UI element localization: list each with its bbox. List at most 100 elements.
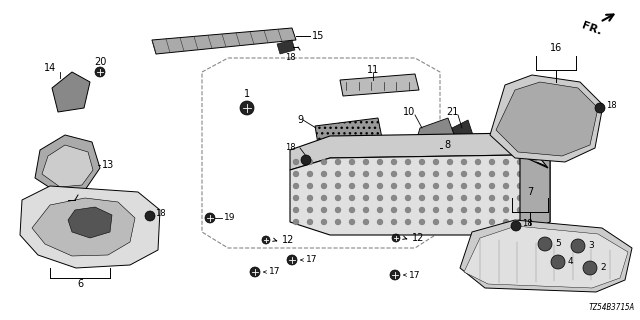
- Circle shape: [307, 159, 313, 165]
- Circle shape: [349, 159, 355, 165]
- Text: 19: 19: [224, 213, 236, 222]
- Circle shape: [531, 207, 537, 213]
- Circle shape: [475, 159, 481, 165]
- Circle shape: [595, 103, 605, 113]
- Circle shape: [293, 183, 299, 189]
- Circle shape: [321, 207, 327, 213]
- Circle shape: [377, 183, 383, 189]
- Circle shape: [419, 159, 425, 165]
- Circle shape: [391, 195, 397, 201]
- Polygon shape: [290, 133, 550, 170]
- Circle shape: [503, 171, 509, 177]
- Circle shape: [301, 155, 311, 165]
- Circle shape: [293, 171, 299, 177]
- Polygon shape: [52, 72, 90, 112]
- Circle shape: [517, 159, 523, 165]
- Circle shape: [538, 237, 552, 251]
- Circle shape: [503, 219, 509, 225]
- Circle shape: [433, 195, 439, 201]
- Polygon shape: [20, 186, 160, 268]
- Polygon shape: [414, 118, 456, 155]
- Polygon shape: [460, 220, 632, 292]
- Polygon shape: [290, 155, 550, 235]
- Circle shape: [307, 171, 313, 177]
- Circle shape: [461, 171, 467, 177]
- Text: 12: 12: [412, 233, 424, 243]
- Circle shape: [489, 183, 495, 189]
- Circle shape: [377, 207, 383, 213]
- Circle shape: [405, 207, 411, 213]
- Text: 15: 15: [312, 31, 324, 41]
- Circle shape: [262, 236, 270, 244]
- Polygon shape: [496, 82, 598, 156]
- Text: 11: 11: [367, 65, 379, 75]
- Circle shape: [321, 171, 327, 177]
- Polygon shape: [42, 145, 93, 187]
- Circle shape: [475, 219, 481, 225]
- Text: FR.: FR.: [580, 20, 603, 36]
- Text: 18: 18: [155, 210, 166, 219]
- Circle shape: [321, 159, 327, 165]
- Circle shape: [321, 183, 327, 189]
- Text: 12: 12: [282, 235, 294, 245]
- Circle shape: [377, 195, 383, 201]
- Circle shape: [503, 207, 509, 213]
- Circle shape: [307, 207, 313, 213]
- Circle shape: [531, 195, 537, 201]
- Circle shape: [461, 183, 467, 189]
- Polygon shape: [490, 75, 603, 162]
- Polygon shape: [340, 74, 419, 96]
- Circle shape: [405, 195, 411, 201]
- Circle shape: [307, 195, 313, 201]
- Circle shape: [307, 219, 313, 225]
- Circle shape: [95, 67, 105, 77]
- Circle shape: [363, 171, 369, 177]
- Circle shape: [517, 207, 523, 213]
- Circle shape: [363, 207, 369, 213]
- Polygon shape: [277, 40, 295, 54]
- Circle shape: [363, 195, 369, 201]
- Text: 9: 9: [297, 115, 303, 125]
- Text: 10: 10: [403, 107, 415, 117]
- Polygon shape: [152, 28, 296, 54]
- Circle shape: [349, 183, 355, 189]
- Circle shape: [293, 195, 299, 201]
- Circle shape: [363, 183, 369, 189]
- Circle shape: [293, 207, 299, 213]
- Circle shape: [321, 195, 327, 201]
- Circle shape: [405, 159, 411, 165]
- Polygon shape: [68, 207, 112, 238]
- Text: 16: 16: [550, 43, 562, 53]
- Circle shape: [419, 219, 425, 225]
- Polygon shape: [32, 198, 135, 256]
- Text: 7: 7: [527, 187, 533, 197]
- Circle shape: [511, 221, 521, 231]
- Circle shape: [287, 255, 297, 265]
- Circle shape: [391, 219, 397, 225]
- Circle shape: [335, 159, 341, 165]
- Text: 3: 3: [588, 242, 594, 251]
- Text: 18: 18: [285, 52, 296, 61]
- Circle shape: [517, 183, 523, 189]
- Circle shape: [531, 159, 537, 165]
- Circle shape: [419, 171, 425, 177]
- Polygon shape: [452, 120, 474, 146]
- Circle shape: [489, 195, 495, 201]
- Circle shape: [461, 207, 467, 213]
- Circle shape: [240, 101, 254, 115]
- Circle shape: [517, 171, 523, 177]
- Circle shape: [335, 171, 341, 177]
- Circle shape: [335, 207, 341, 213]
- Circle shape: [503, 195, 509, 201]
- Text: 14: 14: [44, 63, 56, 73]
- Circle shape: [489, 207, 495, 213]
- Circle shape: [419, 183, 425, 189]
- Circle shape: [307, 183, 313, 189]
- Circle shape: [145, 211, 155, 221]
- Text: 8: 8: [444, 140, 450, 150]
- Circle shape: [405, 219, 411, 225]
- Circle shape: [377, 171, 383, 177]
- Circle shape: [461, 159, 467, 165]
- Text: 1: 1: [244, 89, 250, 99]
- Circle shape: [377, 219, 383, 225]
